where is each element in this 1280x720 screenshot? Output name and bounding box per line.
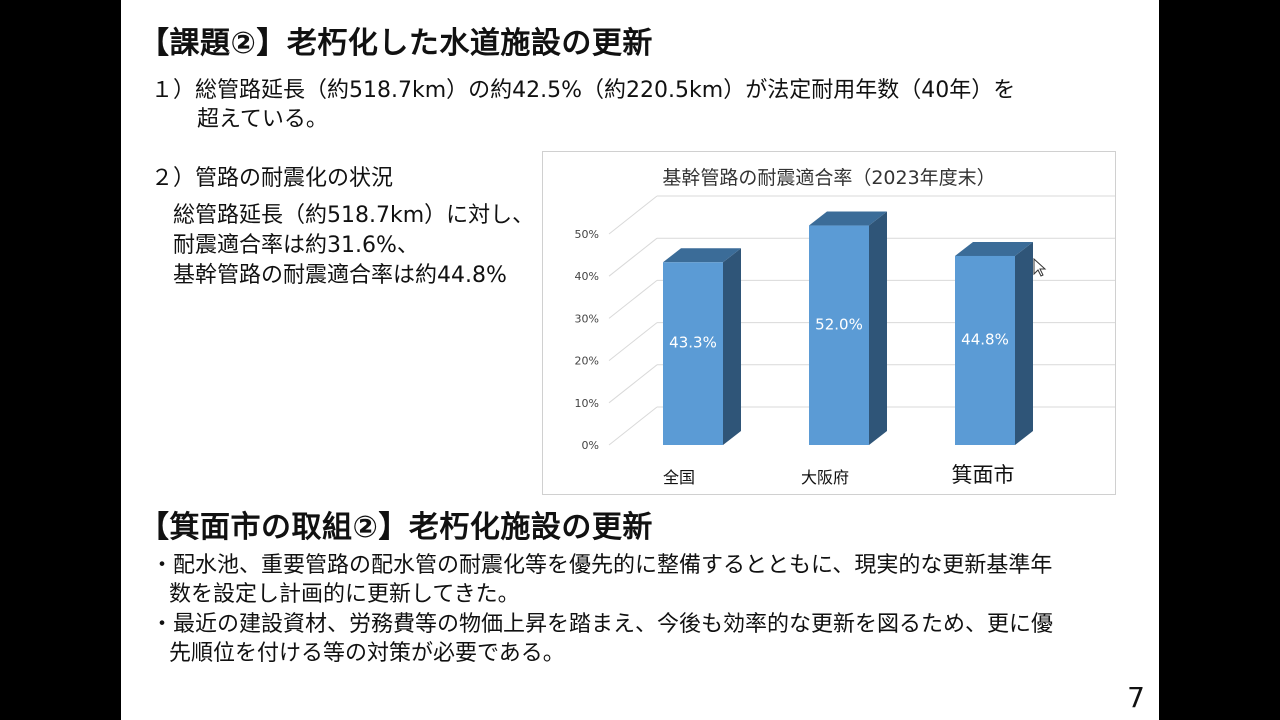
item2-line2: 耐震適合率は約31.6%、 <box>173 233 419 258</box>
bullet1-line1: ・配水池、重要管路の配水管の耐震化等を優先的に整備するとともに、現実的な更新基準… <box>151 553 1053 578</box>
bar-side <box>723 248 741 445</box>
item1-line2: 超えている。 <box>197 107 328 132</box>
item2-line1: 総管路延長（約518.7km）に対し、 <box>173 203 535 228</box>
data-label: 44.8% <box>961 330 1009 348</box>
bar-top <box>663 248 741 263</box>
chart-svg: 基幹管路の耐震適合率（2023年度末） 0% 10% 20% 30% 40% 50% 43.3… <box>575 167 1115 487</box>
mouse-cursor-icon <box>1033 258 1047 277</box>
chart-title: 基幹管路の耐震適合率（2023年度末） <box>662 167 995 189</box>
x-tick-label: 大阪府 <box>801 468 849 487</box>
bar-top <box>809 211 887 226</box>
gridline-diagonal <box>608 280 658 319</box>
gridline-diagonal <box>608 237 658 277</box>
y-tick-label: 50% <box>575 228 599 241</box>
item1-line1: １）総管路延長（約518.7km）の約42.5%（約220.5km）が法定耐用年… <box>151 78 1016 103</box>
section1-heading: 【課題②】老朽化した水道施設の更新 <box>139 26 653 61</box>
bullet1-line2: 数を設定し計画的に更新してきた。 <box>169 582 520 607</box>
x-tick-label: 全国 <box>663 468 695 487</box>
x-tick-label: 箕面市 <box>952 463 1015 487</box>
data-label: 52.0% <box>815 315 863 333</box>
bullet2-line1: ・最近の建設資材、労務費等の物価上昇を踏まえ、今後も効率的な更新を図るため、更に… <box>151 612 1054 637</box>
bar <box>809 225 869 445</box>
slide: 【課題②】老朽化した水道施設の更新 １）総管路延長（約518.7km）の約42.… <box>121 0 1159 720</box>
item2-line3: 基幹管路の耐震適合率は約44.8% <box>173 263 507 288</box>
y-tick-label: 0% <box>582 439 599 452</box>
bar <box>663 262 723 445</box>
gridline-diagonal <box>608 406 658 446</box>
gridline-diagonal <box>608 364 658 404</box>
bar-side <box>1015 241 1033 445</box>
section2-heading: 【箕面市の取組②】老朽化施設の更新 <box>139 510 653 545</box>
chart-container: 基幹管路の耐震適合率（2023年度末） 0% 10% 20% 30% 40% 50% 43.3… <box>542 151 1116 495</box>
bullet2-line2: 先順位を付ける等の対策が必要である。 <box>169 641 565 666</box>
gridline-diagonal <box>608 322 658 361</box>
bar <box>955 255 1015 445</box>
gridline-diagonal <box>608 195 658 235</box>
y-tick-label: 20% <box>575 355 599 368</box>
item2-title: ２）管路の耐震化の状況 <box>151 166 394 191</box>
data-label: 43.3% <box>669 334 717 352</box>
bar-top <box>955 241 1033 256</box>
y-tick-label: 10% <box>575 397 599 410</box>
y-tick-label: 30% <box>575 312 599 325</box>
y-tick-label: 40% <box>575 270 599 283</box>
page-number: 7 <box>1127 681 1145 714</box>
bar-side <box>869 211 887 445</box>
